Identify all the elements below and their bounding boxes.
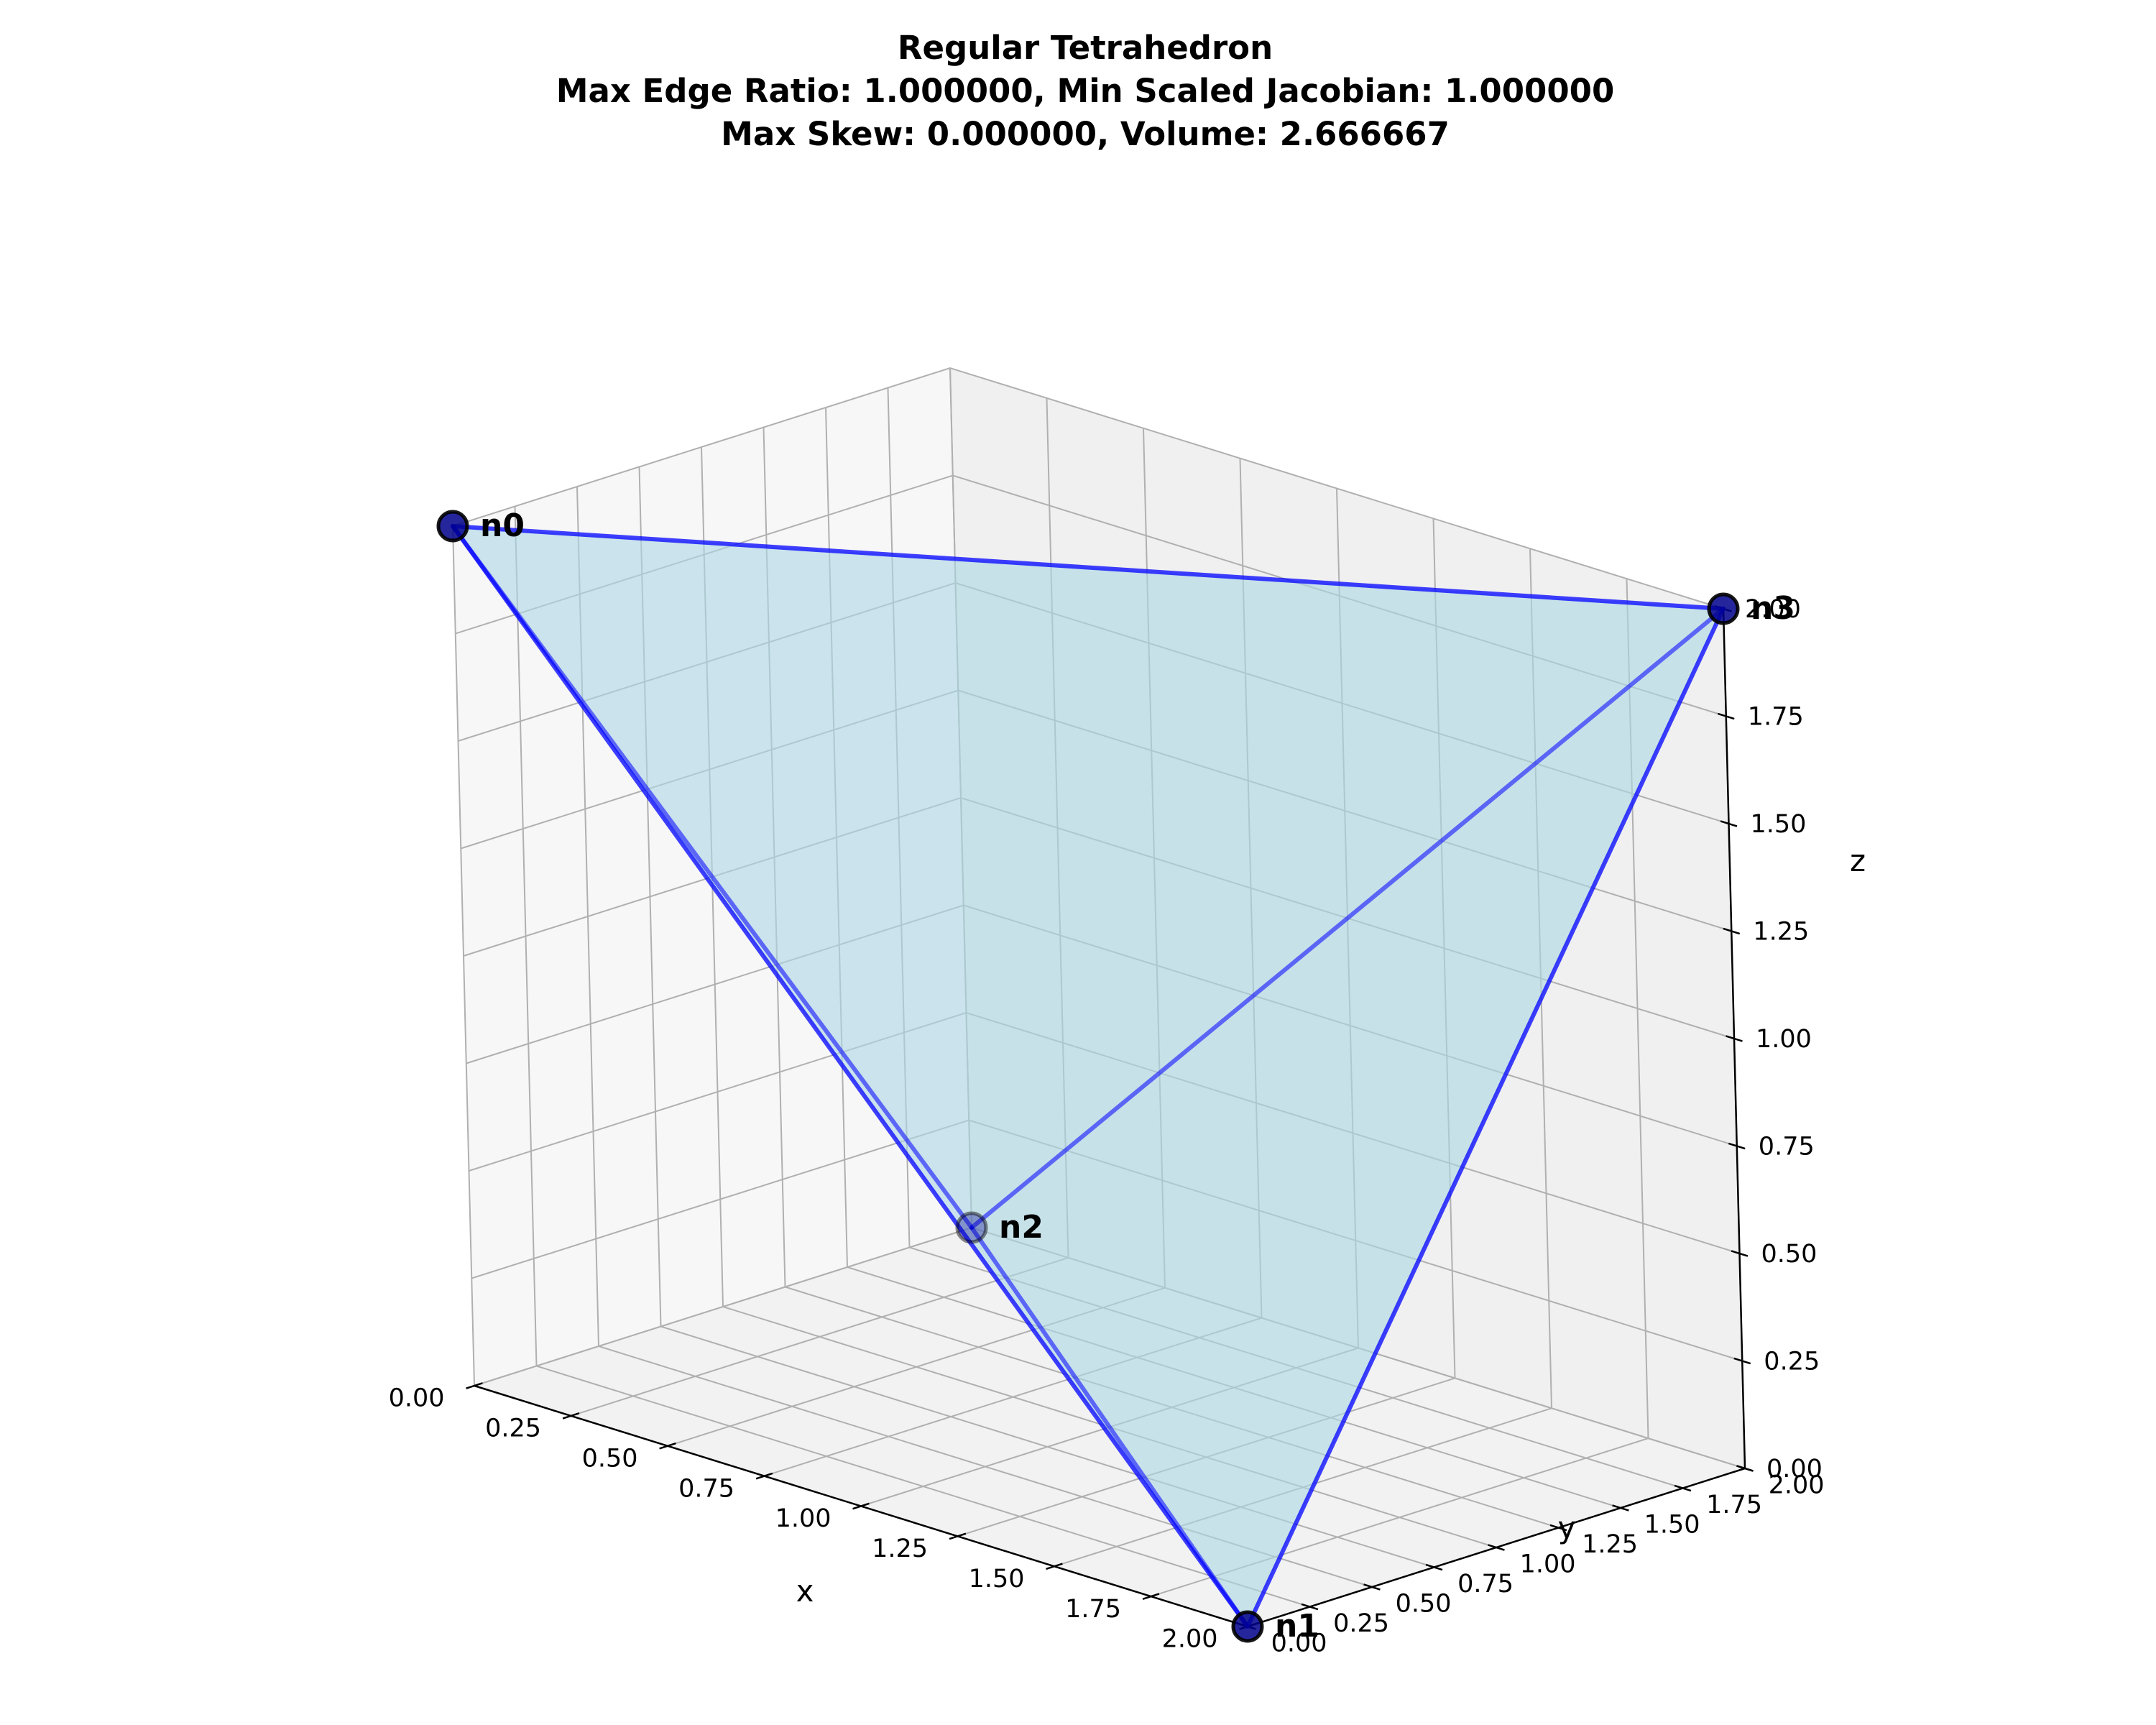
- x-tick-label: 1.50: [969, 1565, 1025, 1593]
- x-axis-label: x: [796, 1573, 814, 1609]
- z-tick-label: 0.75: [1759, 1133, 1815, 1162]
- z-tick-mark: [1726, 1035, 1743, 1042]
- x-tick-label: 1.25: [872, 1535, 928, 1563]
- z-tick-mark: [1720, 820, 1738, 827]
- tetrahedron-edges: [451, 524, 1726, 1629]
- x-tick-label: 0.75: [678, 1474, 734, 1503]
- y-axis-label: y: [1558, 1510, 1576, 1545]
- y-gridline: [514, 506, 1310, 1608]
- x-tick-label: 0.50: [582, 1444, 638, 1473]
- x-tick-mark: [1046, 1563, 1063, 1570]
- z-tick-label: 1.75: [1748, 703, 1804, 732]
- z-tick-mark: [1717, 712, 1735, 720]
- tetrahedron-edge: [1245, 607, 1726, 1629]
- y-gridline: [638, 466, 1434, 1568]
- x-tick-mark: [466, 1382, 483, 1389]
- y-tick-label: 2.00: [1769, 1471, 1825, 1499]
- node-n2: [955, 1211, 988, 1244]
- x-tick-mark: [562, 1412, 580, 1420]
- x-tick-label: 0.00: [389, 1384, 445, 1413]
- z-tick-label: 1.00: [1756, 1025, 1812, 1054]
- y-gridline: [763, 427, 1559, 1529]
- tetrahedron-edge: [451, 524, 1250, 1629]
- x-tick-mark: [755, 1472, 773, 1480]
- node-n0: [436, 510, 469, 543]
- node-n1: [1231, 1610, 1264, 1643]
- x-tick-label: 2.00: [1162, 1625, 1218, 1654]
- y-tick-mark: [1363, 1583, 1381, 1591]
- tetrahedron-nodes: n0 n1 n2 n3: [436, 507, 1795, 1644]
- z-tick-label: 1.50: [1751, 810, 1807, 839]
- tetrahedron-edge: [451, 524, 974, 1230]
- x-tick-mark: [659, 1442, 676, 1450]
- title-line-3: Max Skew: 0.000000, Volume: 2.666667: [721, 115, 1450, 153]
- z-tick-mark: [1723, 927, 1741, 935]
- y-tick-label: 1.50: [1644, 1510, 1700, 1539]
- y-gridline: [576, 486, 1373, 1588]
- title-line-1: Regular Tetrahedron: [898, 29, 1273, 67]
- z-tick-mark: [1733, 1357, 1751, 1365]
- y-gridline: [887, 387, 1683, 1489]
- tetrahedron-edge: [451, 524, 1726, 611]
- y-tick-mark: [1301, 1603, 1319, 1611]
- tetrahedron-face: [972, 609, 1723, 1627]
- y-tick-mark: [1612, 1504, 1629, 1512]
- y-tick-mark: [1674, 1484, 1692, 1492]
- tetrahedron-edge: [969, 607, 1726, 1230]
- node-label-n1: n1: [1275, 1608, 1319, 1644]
- y-tick-label: 0.00: [1271, 1629, 1327, 1657]
- tetrahedron-edge: [969, 1225, 1250, 1629]
- y-tick-label: 1.75: [1706, 1491, 1762, 1519]
- x-tick-mark: [852, 1502, 870, 1510]
- z-tick-mark: [1731, 1250, 1749, 1257]
- node-label-n0: n0: [480, 507, 525, 544]
- y-tick-label: 1.00: [1520, 1550, 1576, 1578]
- y-tick-label: 0.25: [1333, 1609, 1389, 1638]
- z-tick-label: 0.50: [1761, 1240, 1818, 1269]
- x-tick-mark: [1142, 1593, 1160, 1600]
- y-tick-label: 0.75: [1457, 1570, 1514, 1598]
- title-line-2: Max Edge Ratio: 1.000000, Min Scaled Jac…: [556, 72, 1615, 110]
- z-tick-mark: [1728, 1142, 1746, 1150]
- y-tick-label: 0.50: [1396, 1589, 1452, 1618]
- z-axis-label: z: [1850, 843, 1866, 878]
- axes-ticks: 0.000.000.000.250.250.250.500.500.500.75…: [389, 595, 1825, 1657]
- node-n3: [1707, 592, 1740, 625]
- x-tick-mark: [949, 1532, 967, 1540]
- y-tick-mark: [1549, 1524, 1567, 1532]
- y-tick-mark: [1425, 1563, 1443, 1571]
- chart-title: Regular Tetrahedron Max Edge Ratio: 1.00…: [556, 29, 1615, 153]
- z-tick-label: 0.00: [1766, 1455, 1823, 1484]
- y-gridline: [825, 407, 1621, 1509]
- y-tick-mark: [1736, 1465, 1754, 1472]
- tetrahedron-face: [453, 526, 1723, 1228]
- z-tick-label: 0.25: [1764, 1348, 1820, 1376]
- y-tick-mark: [1488, 1544, 1505, 1551]
- node-label-n3: n3: [1751, 590, 1795, 627]
- x-tick-label: 0.25: [485, 1414, 541, 1443]
- z-gridline: [452, 367, 1724, 610]
- tetrahedron-face: [453, 526, 1723, 1627]
- y-tick-label: 1.25: [1582, 1530, 1638, 1559]
- x-tick-label: 1.00: [775, 1504, 831, 1533]
- z-tick-label: 1.25: [1753, 918, 1809, 947]
- x-tick-label: 1.75: [1065, 1595, 1121, 1624]
- node-label-n2: n2: [999, 1209, 1044, 1246]
- z-tick-label: 2.00: [1745, 595, 1801, 624]
- y-gridline: [701, 446, 1497, 1548]
